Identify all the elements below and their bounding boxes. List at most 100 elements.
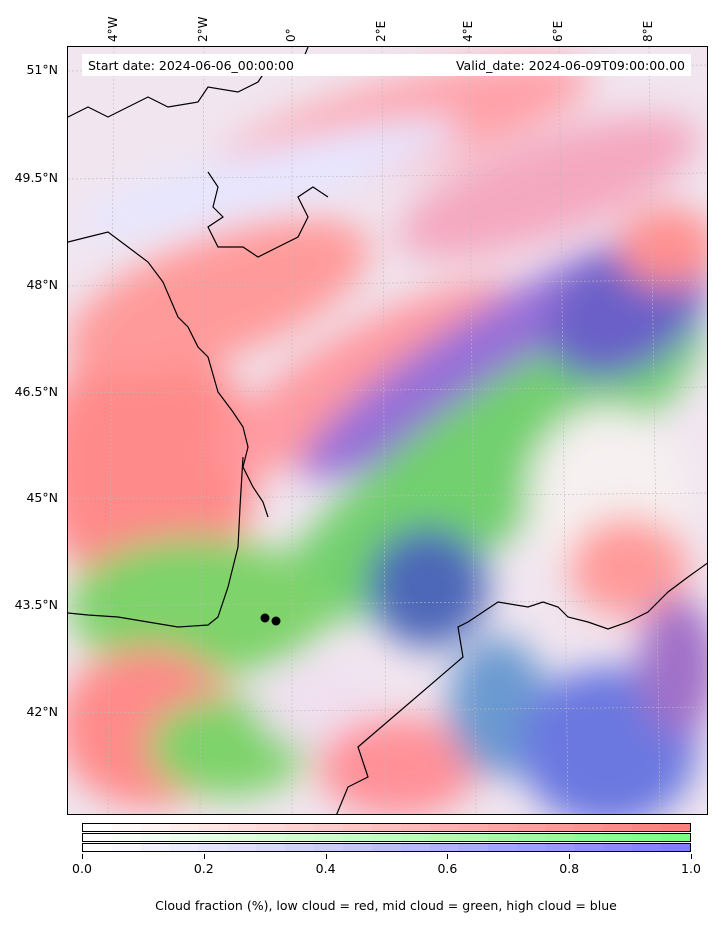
colorbar-high-cloud: [82, 843, 691, 852]
colorbar-segment: [458, 824, 488, 831]
colorbar-segment: [256, 824, 286, 831]
lat-label: 42°N: [26, 704, 58, 719]
colorbar-segment: [314, 834, 344, 841]
colorbar-segment: [400, 834, 430, 841]
colorbar-segment: [111, 824, 141, 831]
colorbar-segment: [661, 824, 691, 831]
colorbar-segment: [603, 844, 633, 851]
colorbar-segment: [140, 834, 170, 841]
colorbar-tick: [325, 854, 327, 859]
colorbar-segment: [516, 824, 546, 831]
marker-dot: [260, 613, 270, 623]
colorbar-segment: [429, 834, 459, 841]
lat-label: 49.5°N: [14, 170, 58, 185]
colorbar-segment: [169, 834, 199, 841]
colorbar-tick: [82, 854, 83, 859]
colorbar-segment: [343, 834, 373, 841]
colorbar-segment: [661, 834, 691, 841]
colorbar-segment: [343, 844, 373, 851]
colorbar-segment: [429, 844, 459, 851]
colorbar-segment: [169, 824, 199, 831]
valid-date: Valid_date: 2024-06-09T09:00:00.00: [455, 57, 685, 73]
colorbar-segment: [458, 834, 488, 841]
colorbar-segment: [83, 824, 112, 831]
colorbar-segment: [83, 844, 112, 851]
colorbar-segment: [140, 844, 170, 851]
lat-label: 48°N: [26, 277, 58, 292]
colorbar-segment: [227, 824, 257, 831]
colorbar-tick: [447, 854, 449, 859]
colorbar-segment: [545, 834, 575, 841]
colorbar-segment: [198, 824, 228, 831]
colorbar-segment: [632, 834, 662, 841]
colorbar-segment: [400, 844, 430, 851]
colorbar-tick-label: 0.2: [193, 861, 214, 876]
lon-label: 8°E: [641, 20, 655, 42]
colorbar-segment: [372, 824, 401, 831]
colorbar-segment: [400, 824, 430, 831]
colorbar-segment: [343, 824, 373, 831]
colorbar-mid-cloud: [82, 833, 691, 842]
colorbar-segment: [227, 834, 257, 841]
colorbar-tick: [569, 854, 571, 859]
colorbar-segment: [169, 844, 199, 851]
colorbar-segment: [256, 844, 286, 851]
colorbar-segment: [83, 834, 112, 841]
colorbar-tick: [203, 854, 205, 859]
lon-label: 0°: [284, 28, 298, 42]
colorbar-segment: [632, 844, 662, 851]
colorbar-segment: [285, 844, 315, 851]
cloud-field: [68, 47, 707, 814]
colorbar-segment: [458, 844, 488, 851]
coastlines: [68, 47, 707, 814]
lat-label: 51°N: [26, 62, 58, 77]
colorbar-tick-label: 0.0: [72, 861, 92, 876]
colorbar-segment: [372, 834, 401, 841]
colorbar-segment: [603, 824, 633, 831]
colorbar-segment: [574, 844, 604, 851]
lon-label: 2°W: [196, 16, 210, 43]
marker-dot: [271, 616, 281, 626]
colorbar-segment: [372, 844, 401, 851]
colorbar-segment: [256, 834, 286, 841]
lon-label: 4°E: [461, 20, 475, 42]
date-info-box: Start date: 2024-06-06_00:00:00 Valid_da…: [82, 54, 691, 76]
lon-label: 2°E: [374, 20, 388, 42]
colorbar-segment: [111, 834, 141, 841]
colorbar-segment: [487, 824, 517, 831]
lon-label: 6°E: [551, 20, 565, 42]
colorbar-tick-label: 1.0: [681, 861, 701, 876]
colorbar-segment: [516, 844, 546, 851]
colorbar-segment: [574, 834, 604, 841]
colorbar-segment: [111, 844, 141, 851]
colorbar-tick-label: 0.4: [315, 861, 336, 876]
colorbar-segment: [545, 824, 575, 831]
colorbar-tick-label: 0.8: [559, 861, 580, 876]
station-markers: [260, 613, 281, 626]
start-date: Start date: 2024-06-06_00:00:00: [88, 57, 294, 73]
colorbar-segment: [487, 844, 517, 851]
colorbar-segment: [632, 824, 662, 831]
colorbar-segment: [574, 824, 604, 831]
colorbar-tick-label: 0.6: [437, 861, 458, 876]
colorbar-segment: [314, 844, 344, 851]
colorbar-segment: [314, 824, 344, 831]
colorbar-segment: [429, 824, 459, 831]
colorbar-segment: [227, 844, 257, 851]
lat-label: 46.5°N: [14, 384, 58, 399]
cloud-map: [67, 46, 708, 815]
colorbar-segment: [285, 824, 315, 831]
graticule: [68, 47, 707, 814]
colorbar-segment: [140, 824, 170, 831]
lat-label: 43.5°N: [14, 597, 58, 612]
colorbar-label: Cloud fraction (%), low cloud = red, mid…: [155, 898, 617, 913]
colorbar-segment: [198, 834, 228, 841]
colorbar-segment: [516, 834, 546, 841]
colorbar-tick: [691, 854, 692, 859]
colorbar-segment: [661, 844, 691, 851]
colorbar-segment: [198, 844, 228, 851]
colorbar-segment: [285, 834, 315, 841]
colorbar-segment: [603, 834, 633, 841]
colorbar-low-cloud: [82, 823, 691, 832]
